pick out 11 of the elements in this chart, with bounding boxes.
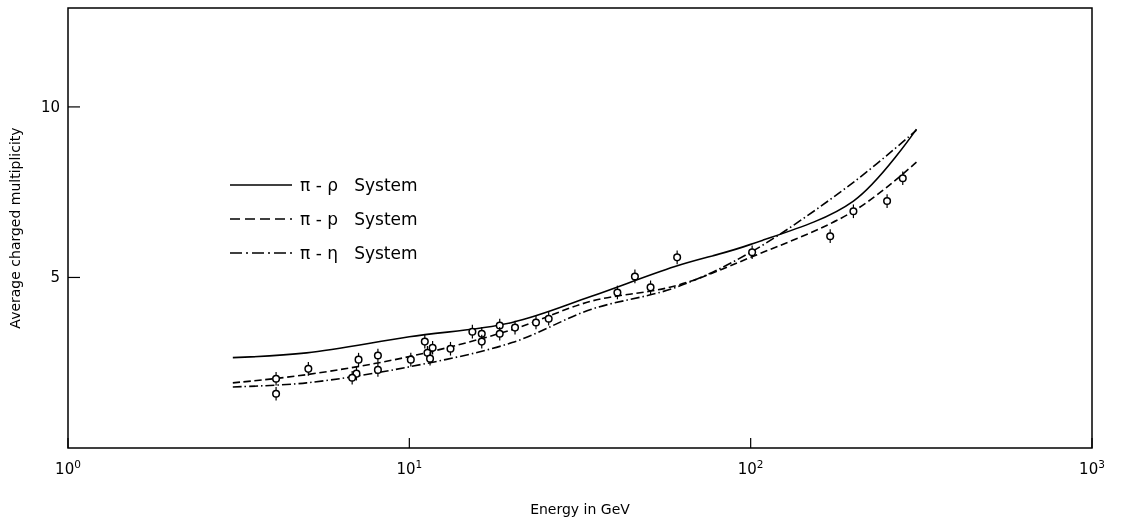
legend-label: π - ρ System xyxy=(300,175,418,195)
y-axis-title: Average charged multiplicity xyxy=(7,127,23,329)
legend-label: π - η System xyxy=(300,243,418,263)
x-axis-title: Energy in GeV xyxy=(530,501,631,517)
x-tick-label: 10$^{1}$ xyxy=(396,458,423,478)
y-tick-label: 10 xyxy=(40,97,60,116)
y-tick-label: 5 xyxy=(50,268,60,287)
x-tick-label: 10$^{0}$ xyxy=(55,458,81,478)
x-tick-label: 10$^{3}$ xyxy=(1079,458,1105,478)
x-tick-label: 10$^{2}$ xyxy=(737,458,764,478)
legend-label: π - p System xyxy=(300,209,418,229)
